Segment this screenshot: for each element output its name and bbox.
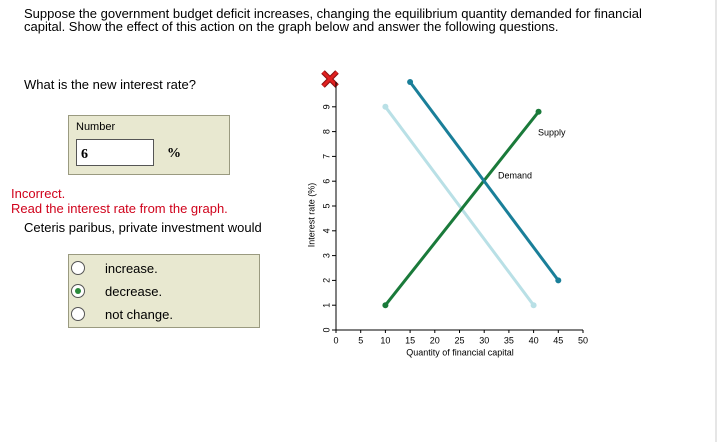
endpoint <box>382 103 389 110</box>
y-tick-label: 0 <box>321 327 331 332</box>
endpoint <box>382 302 389 309</box>
x-axis-label: Quantity of financial capital <box>406 347 514 357</box>
radio-button[interactable] <box>71 261 85 275</box>
endpoint <box>535 108 542 115</box>
line-label: Supply <box>538 127 566 137</box>
option-text: increase. <box>105 261 158 276</box>
y-axis-label: Interest rate (%) <box>306 183 316 248</box>
endpoint <box>555 277 562 284</box>
y-tick-label: 3 <box>321 253 331 258</box>
y-tick-label: 1 <box>321 303 331 308</box>
y-tick-label: 6 <box>321 179 331 184</box>
y-tick-label: 4 <box>321 228 331 233</box>
x-tick-label: 35 <box>504 335 514 345</box>
second-question: Ceteris paribus, private investment woul… <box>24 220 262 235</box>
option-text: not change. <box>105 307 173 322</box>
x-tick-label: 50 <box>578 335 588 345</box>
y-tick-label: 5 <box>321 203 331 208</box>
y-tick-label: 9 <box>321 104 331 109</box>
endpoint <box>407 79 414 85</box>
x-tick-label: 40 <box>529 335 539 345</box>
series-line <box>384 110 540 307</box>
x-tick-label: 15 <box>405 335 415 345</box>
options-panel: increase. decrease. not change. <box>68 254 260 328</box>
prompt: Suppose the government budget deficit in… <box>24 6 642 34</box>
answer-panel: Number 6 % <box>68 115 230 175</box>
y-tick-label: 2 <box>321 278 331 283</box>
radio-dot <box>75 288 81 294</box>
x-tick-label: 10 <box>380 335 390 345</box>
input-label: Number <box>76 121 116 133</box>
y-tick-label: 8 <box>321 129 331 134</box>
radio-button[interactable] <box>71 307 85 321</box>
x-tick-label: 30 <box>479 335 489 345</box>
x-tick-label: 45 <box>553 335 563 345</box>
option[interactable]: decrease. <box>69 284 259 302</box>
x-tick-label: 0 <box>333 335 338 345</box>
radio-button[interactable] <box>71 284 85 298</box>
x-tick-label: 25 <box>454 335 464 345</box>
x-tick-label: 5 <box>358 335 363 345</box>
series-line <box>384 105 535 307</box>
line-label: Demand <box>498 170 532 180</box>
series-line <box>408 81 560 282</box>
x-tick-label: 20 <box>430 335 440 345</box>
feedback-title: Incorrect. <box>11 186 66 201</box>
option[interactable]: not change. <box>69 307 259 325</box>
sub-question: What is the new interest rate? <box>24 77 196 92</box>
endpoint <box>530 302 537 309</box>
delete-icon[interactable] <box>321 70 339 88</box>
option[interactable]: increase. <box>69 261 259 279</box>
unit: % <box>167 146 181 161</box>
option-text: decrease. <box>105 284 163 299</box>
number-input[interactable]: 6 <box>76 139 154 166</box>
y-tick-label: 7 <box>321 154 331 159</box>
feedback-text: Read the interest rate from the graph. <box>11 201 228 216</box>
